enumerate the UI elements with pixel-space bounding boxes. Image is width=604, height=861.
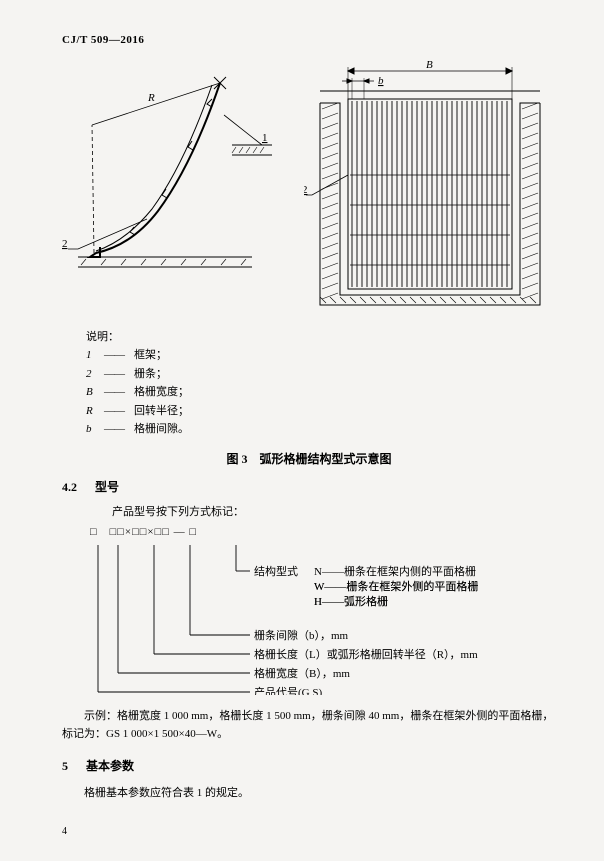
svg-text:b: b: [378, 75, 384, 87]
legend-title: 说明：: [86, 329, 556, 346]
svg-text:产品代号(G S): 产品代号(G S): [254, 685, 322, 695]
section-5-body: 格栅基本参数应符合表 1 的规定。: [62, 785, 556, 802]
legend-row: B——格栅宽度；: [86, 384, 556, 401]
legend-row: R——回转半径；: [86, 403, 556, 420]
svg-text:2: 2: [304, 184, 308, 196]
svg-text:1: 1: [262, 132, 268, 144]
page-number: 4: [62, 824, 67, 839]
svg-text:格栅长度（L）或弧形格栅回转半径（R），mm: 格栅长度（L）或弧形格栅回转半径（R），mm: [254, 647, 478, 661]
section-4-2-title: 型号: [95, 480, 119, 494]
svg-text:结构型式: 结构型式: [254, 564, 298, 578]
marking-intro: 产品型号按下列方式标记：: [90, 504, 556, 521]
marking-diagram: 结构型式 N——栅条在框架内侧的平面格栅W——栅条在框架外侧的平面格栅H——弧形格…: [90, 545, 556, 701]
svg-text:N——栅条在框架内侧的平面格栅: N——栅条在框架内侧的平面格栅: [314, 564, 476, 578]
section-5-title: 基本参数: [86, 759, 134, 773]
figure-3-legend: 说明： 1——框架； 2——栅条；B——格栅宽度； R——回转半径；b——格栅间隙。: [86, 329, 556, 438]
svg-text:H——弧形格栅: H——弧形格栅: [314, 594, 388, 608]
svg-text:栅条间隙（b），mm: 栅条间隙（b），mm: [254, 628, 349, 642]
standard-code: CJ/T 509—2016: [62, 32, 556, 49]
marking-boxes: □ □□×□□×□□ — □: [90, 524, 556, 541]
section-4-2-head: 4.2 型号: [62, 478, 556, 496]
marking-example: 示例：格栅宽度 1 000 mm，格栅长度 1 500 mm，栅条间隙 40 m…: [62, 708, 556, 743]
section-5-number: 5: [62, 759, 68, 773]
svg-text:W——栅条在框架外侧的平面格栅: W——栅条在框架外侧的平面格栅: [314, 579, 478, 593]
legend-row: 2——栅条；: [86, 366, 556, 383]
svg-text:格栅宽度（B），mm: 格栅宽度（B），mm: [254, 666, 350, 680]
section-5-head: 5 基本参数: [62, 757, 556, 775]
svg-text:2: 2: [62, 238, 68, 250]
legend-row: b——格栅间隙。: [86, 421, 556, 438]
svg-text:B: B: [426, 59, 433, 71]
figure-3-row: R 1 2 Bb 2: [62, 55, 556, 319]
svg-text:R: R: [147, 92, 155, 104]
figure-3-right-diagram: Bb 2: [304, 55, 556, 319]
page: CJ/T 509—2016 R 1 2 Bb 2 说明： 1——框架； 2——栅条；B—…: [0, 0, 604, 861]
legend-row: 1——框架；: [86, 347, 556, 364]
figure-3-left-diagram: R 1 2: [62, 55, 292, 285]
section-4-2-number: 4.2: [62, 480, 77, 494]
figure-3-caption: 图 3 弧形格栅结构型式示意图: [62, 450, 556, 468]
